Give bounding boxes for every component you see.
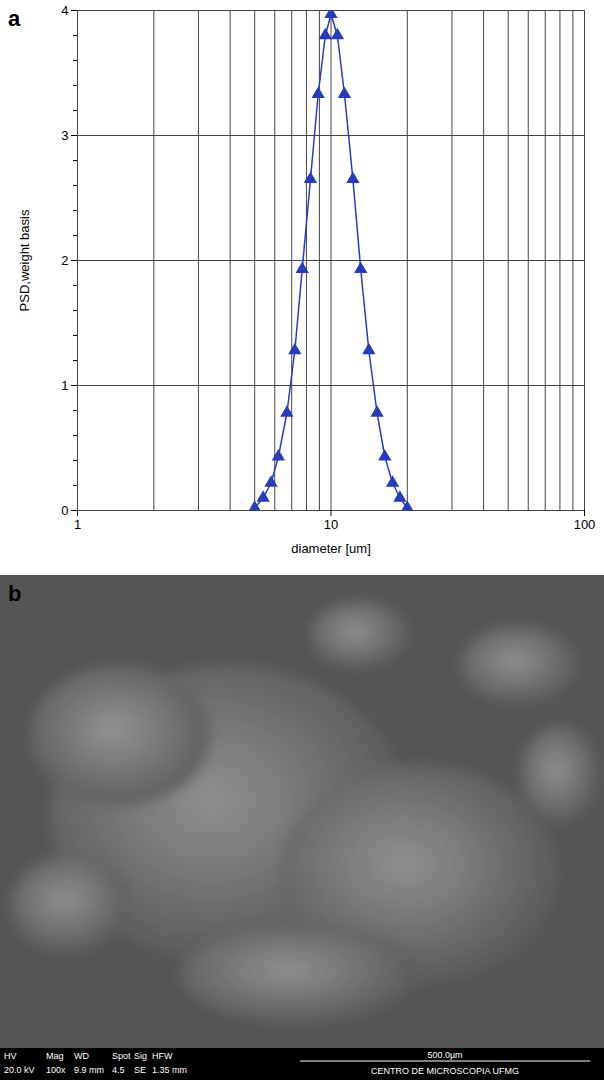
svg-text:1: 1 [61, 378, 68, 393]
svg-text:CENTRO DE MICROSCOPIA UFMG: CENTRO DE MICROSCOPIA UFMG [371, 1066, 519, 1076]
svg-text:3: 3 [61, 128, 68, 143]
svg-text:500.0µm: 500.0µm [427, 1050, 462, 1060]
svg-text:10: 10 [324, 517, 338, 532]
svg-text:0: 0 [61, 503, 68, 518]
svg-text:Sig: Sig [134, 1051, 147, 1061]
svg-text:Spot: Spot [112, 1051, 131, 1061]
svg-text:100: 100 [574, 517, 596, 532]
svg-text:4: 4 [61, 3, 68, 18]
svg-text:HFW: HFW [152, 1051, 173, 1061]
svg-text:1.35 mm: 1.35 mm [152, 1065, 187, 1075]
svg-text:PSD,weight basis: PSD,weight basis [17, 209, 32, 311]
svg-text:9.9 mm: 9.9 mm [74, 1065, 104, 1075]
html-text:a: a [8, 6, 21, 31]
svg-text:1: 1 [74, 517, 81, 532]
svg-text:SE: SE [134, 1065, 146, 1075]
svg-text:HV: HV [4, 1051, 17, 1061]
svg-text:Mag: Mag [46, 1051, 64, 1061]
html-text:b: b [8, 581, 22, 606]
svg-text:20.0 kV: 20.0 kV [4, 1065, 35, 1075]
svg-text:WD: WD [74, 1051, 89, 1061]
svg-text:100x: 100x [46, 1065, 66, 1075]
svg-text:diameter [um]: diameter [um] [291, 541, 370, 556]
svg-text:2: 2 [61, 253, 68, 268]
svg-text:4.5: 4.5 [112, 1065, 125, 1075]
